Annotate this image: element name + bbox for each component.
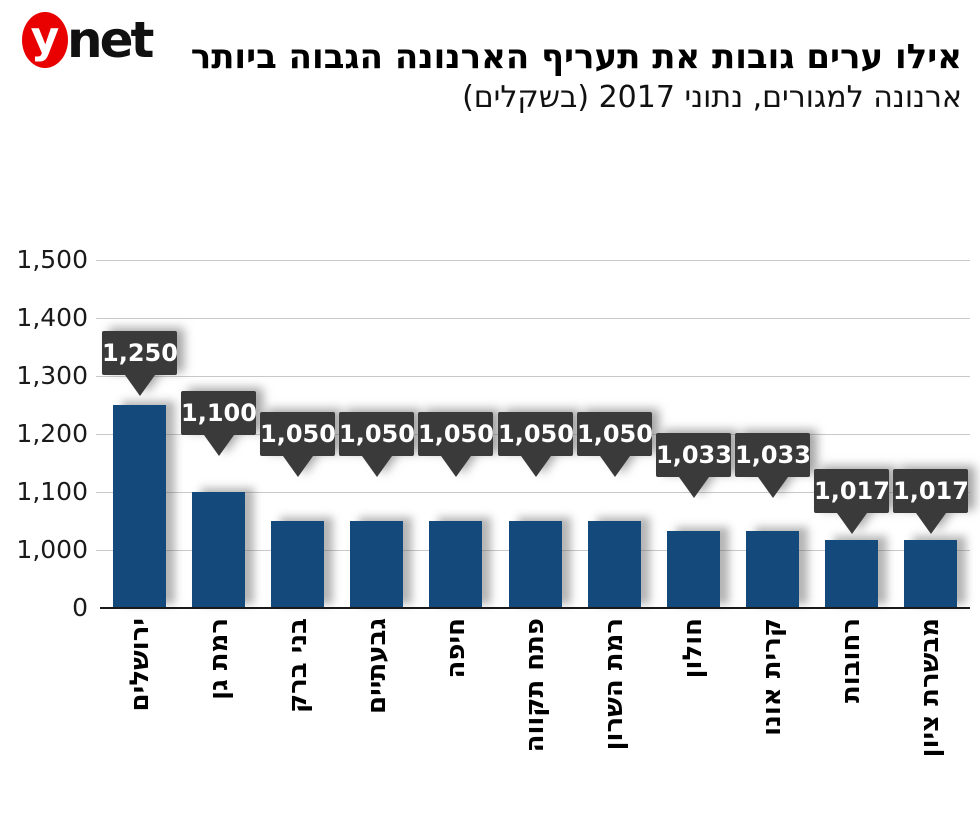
callout-value-label: 1,050 (260, 412, 336, 456)
x-axis-city-label: חיפה (441, 618, 471, 679)
gridline (96, 492, 970, 493)
callout-value-label: 1,250 (102, 331, 178, 375)
callout-value-label: 1,050 (418, 412, 494, 456)
ynet-logo-text: net (67, 11, 154, 69)
bar (746, 531, 799, 608)
value-callout: 1,050 (260, 412, 336, 477)
bar (667, 531, 720, 608)
value-callout: 1,050 (418, 412, 494, 477)
callout-pointer-icon (757, 477, 788, 498)
x-axis-city-label: גבעתיים (362, 618, 392, 714)
callout-value-label: 1,033 (735, 433, 811, 477)
chart-header: אילו ערים גובות את תעריף הארנונה הגבוה ב… (191, 36, 962, 118)
value-callout: 1,033 (656, 433, 732, 498)
y-tick-label: 1,400 (16, 303, 88, 332)
y-tick-label: 1,200 (16, 419, 88, 448)
bar (904, 540, 957, 608)
bar (825, 540, 878, 608)
y-tick-label: 1,100 (16, 477, 88, 506)
callout-value-label: 1,033 (656, 433, 732, 477)
callout-value-label: 1,050 (339, 412, 415, 456)
gridline (96, 376, 970, 377)
x-axis-city-label: רחובות (836, 618, 866, 703)
gridline (96, 260, 970, 261)
callout-pointer-icon (361, 456, 392, 477)
bar (192, 492, 245, 608)
callout-pointer-icon (678, 477, 709, 498)
value-callout: 1,033 (735, 433, 811, 498)
callout-pointer-icon (282, 456, 313, 477)
bar (429, 521, 482, 608)
x-axis-city-label: רמת גן (204, 618, 234, 700)
bar (509, 521, 562, 608)
callout-pointer-icon (520, 456, 551, 477)
value-callout: 1,017 (814, 469, 890, 534)
chart-subtitle: ארנונה למגורים, נתוני 2017 (בשקלים) (462, 80, 962, 115)
callout-pointer-icon (124, 375, 155, 396)
value-callout: 1,250 (102, 331, 178, 396)
y-tick-label: 1,300 (16, 361, 88, 390)
x-axis-city-label: פתח תקווה (520, 618, 550, 753)
bar (113, 405, 166, 608)
callout-value-label: 1,017 (893, 469, 969, 513)
x-axis-city-label: ירושלים (125, 618, 155, 712)
chart-title: אילו ערים גובות את תעריף הארנונה הגבוה ב… (190, 37, 962, 77)
callout-value-label: 1,050 (577, 412, 653, 456)
x-axis-city-label: קרית אונו (757, 618, 787, 736)
value-callout: 1,050 (498, 412, 574, 477)
value-callout: 1,050 (339, 412, 415, 477)
value-callout: 1,017 (893, 469, 969, 534)
callout-value-label: 1,050 (498, 412, 574, 456)
value-callout: 1,050 (577, 412, 653, 477)
callout-pointer-icon (599, 456, 630, 477)
callout-pointer-icon (836, 513, 867, 534)
y-tick-label: 1,000 (16, 535, 88, 564)
y-tick-label: 0 (72, 593, 88, 622)
value-callout: 1,100 (181, 391, 257, 456)
callout-value-label: 1,100 (181, 391, 257, 435)
x-axis-city-label: רמת השרון (599, 618, 629, 751)
x-axis-line (100, 607, 970, 609)
ynet-logo-mark-icon: y (22, 12, 68, 68)
x-axis-city-label: בני ברק (283, 618, 313, 713)
bar (271, 521, 324, 608)
x-axis-city-label: חולון (678, 618, 708, 679)
callout-pointer-icon (915, 513, 946, 534)
gridline (96, 318, 970, 319)
y-tick-label: 1,500 (16, 245, 88, 274)
bar (588, 521, 641, 608)
x-axis-city-label: מבשרת ציון (915, 618, 945, 758)
callout-pointer-icon (440, 456, 471, 477)
callout-pointer-icon (203, 435, 234, 456)
callout-value-label: 1,017 (814, 469, 890, 513)
bar (350, 521, 403, 608)
